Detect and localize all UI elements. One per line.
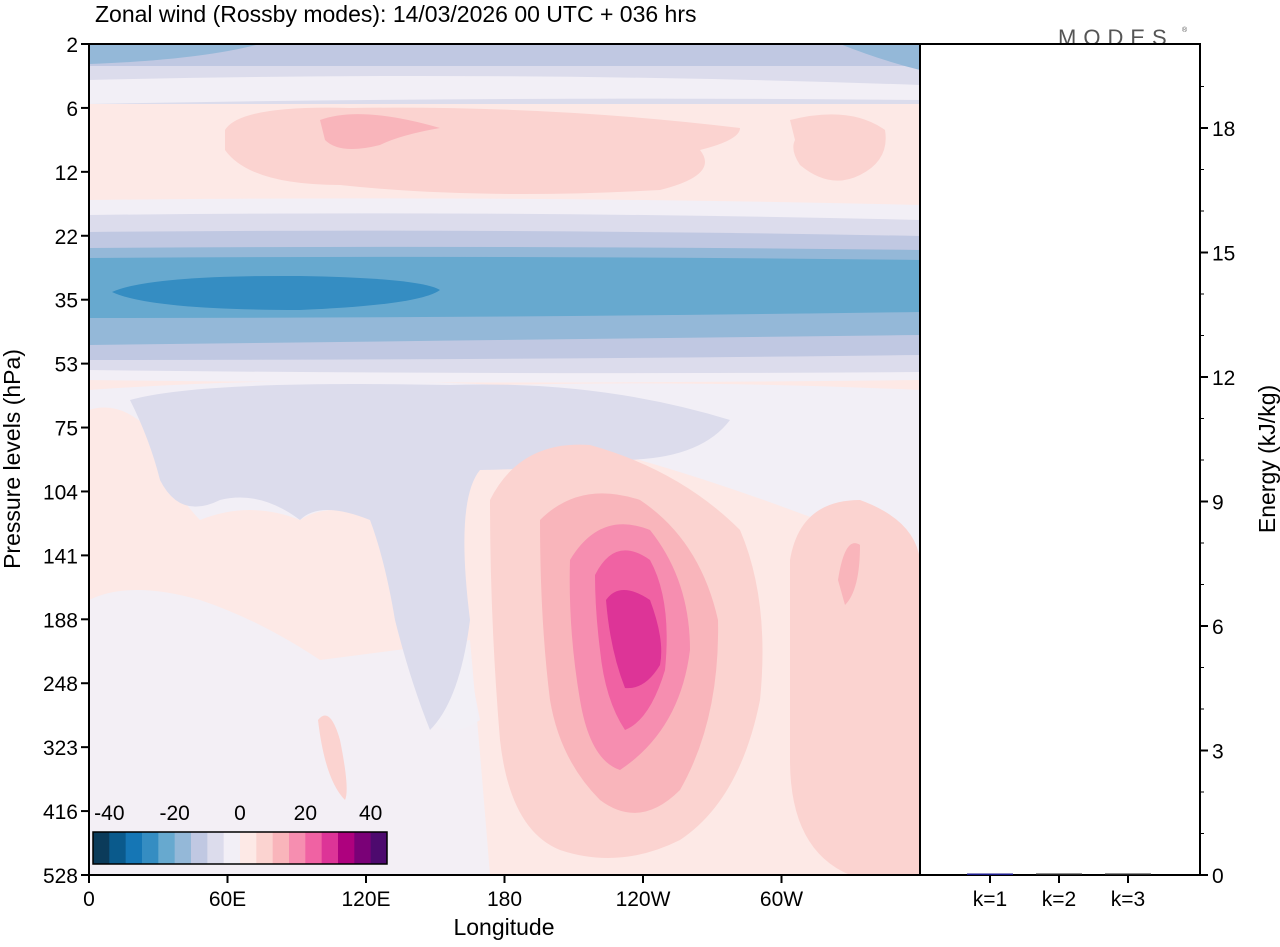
energy-tick-label: 9 [1212, 492, 1224, 515]
colorbar-swatch [338, 832, 355, 864]
colorbar-swatch [354, 832, 372, 864]
colorbar-swatch [207, 832, 225, 864]
energy-bar-k=3 [1105, 873, 1151, 875]
y-tick-label: 104 [43, 481, 78, 504]
colorbar-swatch [93, 832, 110, 864]
x-tick-label: 60E [209, 888, 246, 911]
colorbar-swatch [305, 832, 323, 864]
colorbar-label: 20 [294, 802, 317, 825]
y-tick-label: 6 [66, 98, 78, 121]
energy-axis-label: Energy (kJ/kg) [1254, 385, 1280, 533]
contour-field [89, 44, 920, 875]
colorbar-label: 0 [234, 802, 246, 825]
colorbar-frame [92, 831, 388, 865]
bar-panel-frame [919, 43, 1201, 876]
y-axis-label: Pressure levels (hPa) [0, 349, 25, 569]
colorbar-swatch [370, 832, 388, 864]
energy-bar-k=2 [1036, 873, 1082, 875]
y-tick-label: 416 [43, 801, 78, 824]
chart-title: Zonal wind (Rossby modes): 14/03/2026 00… [95, 1, 697, 27]
energy-bar-k=1 [967, 873, 1013, 875]
colorbar-label: -20 [159, 802, 189, 825]
x-axis-label: Longitude [453, 914, 554, 940]
colorbar-swatch [223, 832, 241, 864]
energy-tick-label: 15 [1212, 243, 1235, 266]
bar-category-label: k=2 [1042, 888, 1076, 911]
colorbar: -40 -20 0 20 40 [92, 802, 388, 865]
energy-tick-label: 0 [1212, 865, 1224, 888]
colorbar-swatch [272, 832, 290, 864]
logo-mark: ® [1182, 26, 1188, 34]
x-tick-label: 60W [760, 888, 803, 911]
x-tick-label: 120E [341, 888, 390, 911]
energy-tick-label: 6 [1212, 616, 1224, 639]
energy-tick-label: 12 [1212, 367, 1235, 390]
colorbar-swatch [109, 832, 127, 864]
y-tick-label: 53 [55, 354, 78, 377]
colorbar-swatch [240, 832, 257, 864]
colorbar-swatch [142, 832, 159, 864]
colorbar-swatch [125, 832, 143, 864]
y-tick-label: 248 [43, 673, 78, 696]
colorbar-swatch [158, 832, 176, 864]
y-tick-label: 22 [55, 226, 78, 249]
bar-category-label: k=3 [1111, 888, 1145, 911]
y-tick-label: 188 [43, 609, 78, 632]
colorbar-label: 40 [359, 802, 382, 825]
y-tick-label: 12 [55, 162, 78, 185]
colorbar-swatch [191, 832, 208, 864]
bar-category-label: k=1 [973, 888, 1007, 911]
colorbar-label: -40 [94, 802, 124, 825]
y-tick-label: 75 [55, 418, 78, 441]
energy-tick-label: 18 [1212, 118, 1235, 141]
colorbar-swatch [256, 832, 274, 864]
y-tick-label: 323 [43, 737, 78, 760]
x-tick-label: 120W [616, 888, 671, 911]
colorbar-swatch [174, 832, 192, 864]
y-tick-label: 35 [55, 290, 78, 313]
colorbar-swatch [321, 832, 339, 864]
y-tick-label: 141 [43, 545, 78, 568]
y-tick-label: 528 [43, 865, 78, 888]
y-tick-label: 2 [66, 34, 78, 57]
x-tick-label: 180 [487, 888, 522, 911]
energy-tick-label: 3 [1212, 741, 1224, 764]
x-tick-label: 0 [83, 888, 95, 911]
colorbar-swatch [289, 832, 306, 864]
